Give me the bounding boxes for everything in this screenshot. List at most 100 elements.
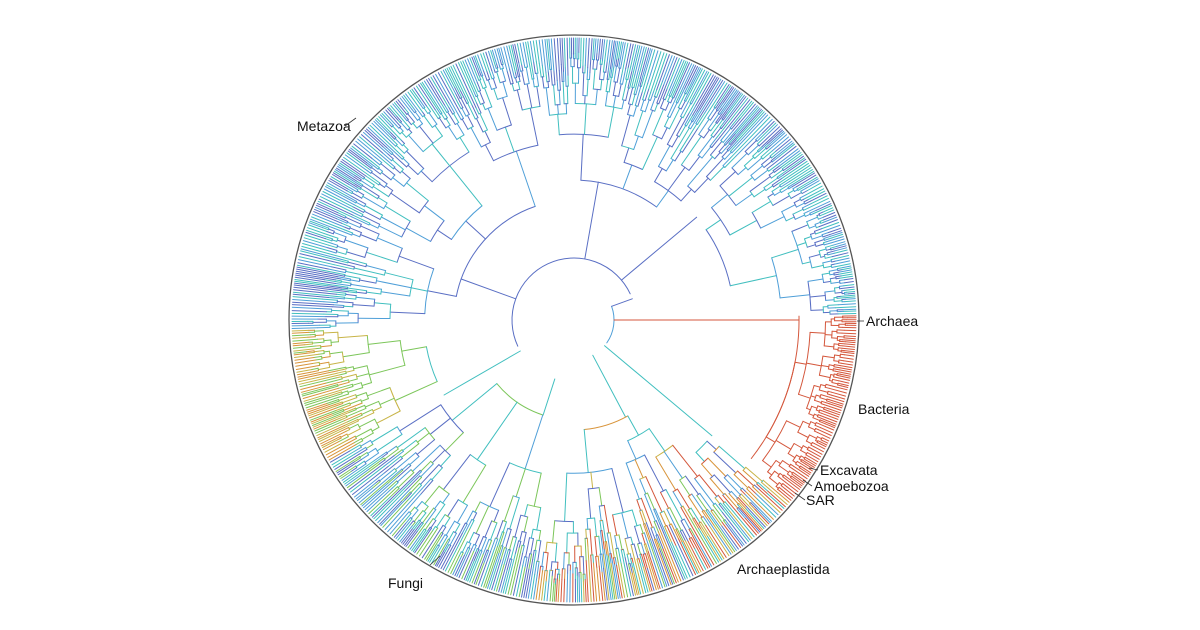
branch-line <box>602 60 606 73</box>
branch-line <box>817 429 832 436</box>
branch-line <box>371 480 410 518</box>
branch-line <box>727 474 742 490</box>
branch-line <box>369 124 398 152</box>
branch-line <box>809 295 826 298</box>
branch-line <box>527 553 531 566</box>
branch-line <box>698 528 720 563</box>
branch-line <box>330 341 339 343</box>
branch-line <box>291 315 326 318</box>
branch-line <box>438 99 448 113</box>
branch-line <box>293 282 342 290</box>
branch-line <box>716 84 730 103</box>
branch-line <box>321 439 335 447</box>
branch-line <box>610 553 613 560</box>
branch-line <box>735 109 764 141</box>
branch-line <box>548 569 551 582</box>
branch-line <box>690 66 700 85</box>
branch-line <box>599 58 602 65</box>
branch-line <box>711 136 721 148</box>
branch-line <box>777 475 786 483</box>
branch-line <box>341 397 358 404</box>
branch-line <box>326 247 338 251</box>
branch-line <box>835 243 847 247</box>
branch-line <box>452 556 462 576</box>
branch-line <box>675 528 683 543</box>
branch-line <box>779 490 792 501</box>
branch-line <box>692 75 716 116</box>
branch-line <box>680 520 691 539</box>
branch-line <box>598 38 601 58</box>
branch-line <box>310 367 319 371</box>
branch-line <box>827 304 839 306</box>
branch-line <box>841 267 852 271</box>
branch-line <box>496 564 505 592</box>
branch-line <box>343 412 362 422</box>
branch-line <box>808 459 817 465</box>
branch-arc <box>399 340 406 366</box>
branch-line <box>299 377 337 388</box>
branch-line <box>313 419 337 430</box>
branch-line <box>824 423 836 429</box>
branch-line <box>654 168 663 183</box>
branch-line <box>681 128 699 153</box>
branch-line <box>697 135 713 156</box>
branch-line <box>457 103 462 110</box>
branch-arc <box>751 212 762 229</box>
branch-line <box>614 557 618 566</box>
branch-line <box>411 521 416 527</box>
branch-line <box>389 140 397 147</box>
branch-line <box>690 67 702 89</box>
branch-line <box>771 248 799 259</box>
branch-line <box>409 520 414 526</box>
branch-line <box>803 468 812 474</box>
branch-line <box>421 530 440 559</box>
branch-line <box>340 281 352 284</box>
branch-line <box>760 148 771 158</box>
branch-arc <box>829 278 832 284</box>
branch-arc <box>680 164 690 171</box>
branch-line <box>828 364 835 367</box>
branch-line <box>397 119 401 124</box>
branch-line <box>698 522 709 537</box>
branch-line <box>660 491 670 509</box>
branch-line <box>688 528 696 540</box>
branch-line <box>492 77 497 89</box>
branch-line <box>831 382 839 385</box>
branch-line <box>443 539 451 551</box>
branch-line <box>333 231 347 238</box>
branch-line <box>725 93 744 117</box>
branch-line <box>566 573 569 603</box>
branch-line <box>837 336 845 338</box>
branch-line <box>784 481 799 493</box>
branch-line <box>798 393 811 399</box>
branch-arc <box>370 439 374 445</box>
branch-line <box>529 107 539 146</box>
branch-line <box>353 267 385 276</box>
branch-line <box>319 308 333 310</box>
branch-line <box>318 353 325 355</box>
branch-line <box>760 216 785 229</box>
branch-line <box>721 150 729 158</box>
branch-line <box>585 560 589 603</box>
branch-line <box>550 58 553 70</box>
branch-line <box>664 89 670 101</box>
branch-line <box>304 396 328 404</box>
branch-line <box>483 546 498 588</box>
branch-line <box>682 102 692 119</box>
branch-line <box>510 562 519 596</box>
branch-line <box>763 177 779 189</box>
branch-line <box>632 562 642 595</box>
branch-line <box>294 276 336 284</box>
branch-line <box>778 465 790 473</box>
branch-line <box>310 370 319 373</box>
branch-line <box>770 156 776 162</box>
branch-line <box>665 101 670 111</box>
branch-line <box>467 102 476 120</box>
branch-line <box>522 59 526 68</box>
branch-line <box>469 520 475 530</box>
branch-line <box>516 43 523 66</box>
branch-line <box>782 483 788 488</box>
branch-line <box>592 354 627 418</box>
branch-line <box>496 63 499 69</box>
branch-line <box>715 113 723 123</box>
